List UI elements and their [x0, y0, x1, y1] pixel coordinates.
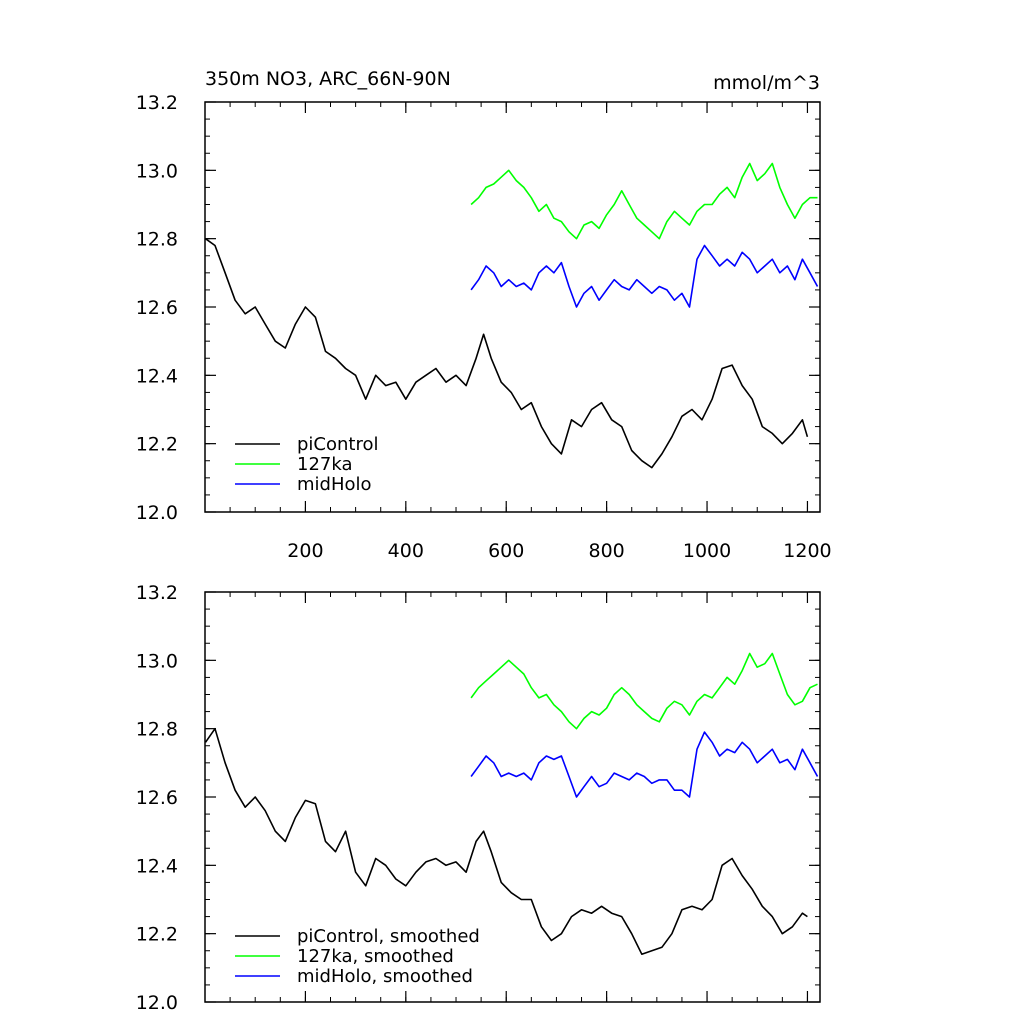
- top-y-tick-label: 12.8: [136, 229, 178, 251]
- bottom-y-tick-label: 12.8: [136, 719, 178, 741]
- top-y-tick-label: 12.2: [136, 434, 178, 456]
- top-x-tick-label: 600: [488, 540, 524, 562]
- top-y-tick-label: 12.0: [136, 502, 178, 524]
- top-y-tick-label: 13.2: [136, 92, 178, 114]
- bottom-panel: 12.0 12.2 12.4 12.6 12.8 13.0 13.2 piControl, …: [136, 582, 821, 1014]
- top-panel: 350m NO3, ARC_66N-90N mmol/m^3 12.012.21…: [136, 68, 832, 562]
- top-legend-label-127ka: 127ka: [297, 454, 353, 475]
- top-y-tick-label: 13.0: [136, 160, 178, 182]
- bottom-series-line-midholo-smoothed: [470, 731, 819, 798]
- bottom-series-line-picontrol-smoothed: [204, 727, 808, 956]
- bottom-y-tick-label: 13.2: [136, 582, 178, 604]
- bottom-y-tick-label: 12.2: [136, 924, 178, 946]
- top-x-tick-label: 1000: [683, 540, 731, 562]
- top-legend-label-midholo: midHolo: [297, 474, 372, 495]
- top-y-tick-label: 12.4: [136, 365, 178, 387]
- top-series-line-127ka: [470, 162, 818, 240]
- top-chart-title-right: mmol/m^3: [713, 72, 820, 94]
- bottom-y-tick-labels: 12.0 12.2 12.4 12.6 12.8 13.0 13.2: [136, 582, 178, 1014]
- top-x-tick-label: 1200: [783, 540, 831, 562]
- bottom-y-tick-label: 13.0: [136, 650, 178, 672]
- bottom-y-tick-label: 12.4: [136, 855, 178, 877]
- top-x-tick-labels: 200 400 600 800 1000 1200: [287, 540, 831, 562]
- bottom-tick-marks: [205, 591, 820, 1003]
- bottom-series-layer: [204, 652, 819, 956]
- top-series-line-picontrol: [205, 238, 809, 469]
- bottom-series-line-127ka-smoothed: [470, 652, 818, 730]
- top-series-layer: [205, 162, 819, 469]
- top-x-tick-label: 400: [388, 540, 424, 562]
- bottom-y-tick-label: 12.6: [136, 787, 178, 809]
- top-y-tick-label: 12.6: [136, 297, 178, 319]
- top-x-tick-label: 200: [287, 540, 323, 562]
- bottom-legend-label-127ka-smoothed: 127ka, smoothed: [297, 946, 454, 967]
- top-x-tick-label: 800: [588, 540, 624, 562]
- top-tick-marks: [205, 101, 820, 513]
- top-chart-title-left: 350m NO3, ARC_66N-90N: [205, 68, 451, 90]
- bottom-legend-label-midholo-smoothed: midHolo, smoothed: [297, 966, 473, 987]
- bottom-legend-label-picontrol-smoothed: piControl, smoothed: [297, 926, 480, 947]
- top-legend-label-picontrol: piControl: [297, 434, 379, 455]
- bottom-y-tick-label: 12.0: [136, 992, 178, 1014]
- top-y-tick-labels: 12.0 12.2 12.4 12.6 12.8 13.0 13.2: [136, 92, 178, 524]
- top-series-line-midholo: [470, 244, 819, 308]
